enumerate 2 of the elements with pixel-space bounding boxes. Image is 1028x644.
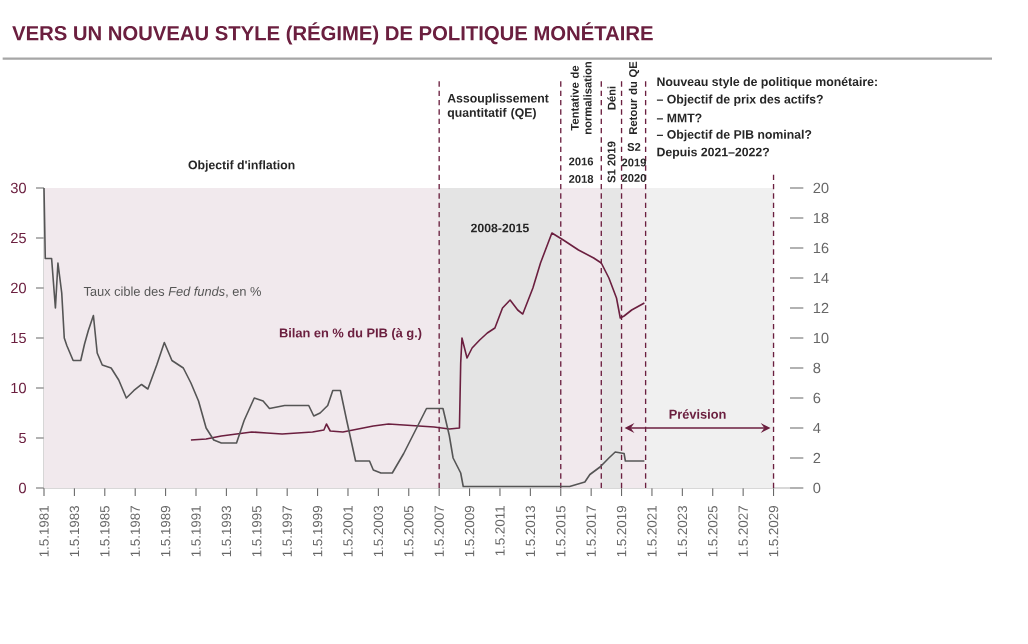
line-series [43,187,646,488]
chart-title: VERS UN NOUVEAU STYLE (RÉGIME) DE POLITIQUE MONÉTAIRE [12,22,653,45]
